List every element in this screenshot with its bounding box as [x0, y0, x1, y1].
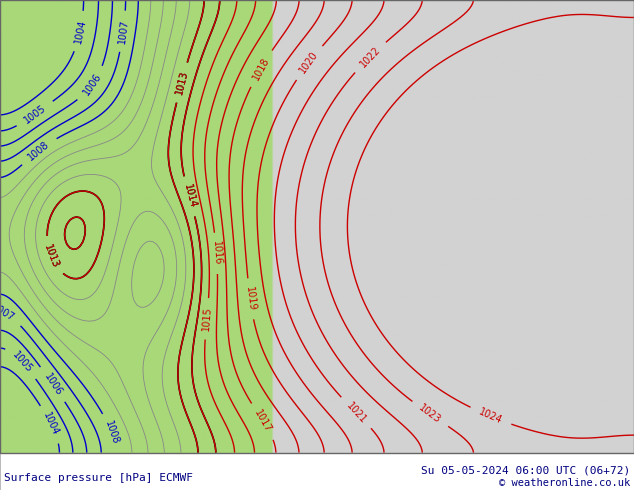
Text: 1004: 1004	[73, 18, 87, 44]
Text: 1008: 1008	[26, 139, 51, 163]
Text: 1007: 1007	[117, 19, 129, 44]
Text: 1007: 1007	[0, 302, 16, 324]
Text: 1005: 1005	[22, 102, 48, 125]
Polygon shape	[0, 0, 320, 453]
Text: 1005: 1005	[10, 350, 34, 375]
Text: 1019: 1019	[243, 286, 257, 312]
Text: Su 05-05-2024 06:00 UTC (06+72): Su 05-05-2024 06:00 UTC (06+72)	[421, 466, 630, 475]
Text: 1008: 1008	[103, 419, 120, 446]
Text: 1013: 1013	[174, 70, 190, 96]
Text: 1013: 1013	[174, 70, 190, 96]
Text: 1023: 1023	[417, 403, 443, 425]
Text: 1004: 1004	[41, 411, 61, 437]
Text: Surface pressure [hPa] ECMWF: Surface pressure [hPa] ECMWF	[4, 473, 193, 483]
Text: 1013: 1013	[42, 243, 60, 270]
Text: 1024: 1024	[477, 407, 504, 426]
Polygon shape	[320, 0, 634, 453]
Text: 1006: 1006	[42, 371, 64, 397]
Text: 1021: 1021	[344, 400, 368, 425]
Text: 1014: 1014	[181, 183, 197, 210]
Text: 1015: 1015	[201, 306, 213, 332]
Text: 1017: 1017	[253, 408, 273, 435]
Text: 1020: 1020	[298, 49, 320, 75]
Text: 1016: 1016	[210, 241, 223, 266]
Text: 1006: 1006	[81, 72, 103, 98]
Text: 1013: 1013	[42, 243, 60, 270]
Bar	[0, 453, 634, 490]
Text: 1014: 1014	[181, 183, 197, 210]
Text: 1022: 1022	[358, 45, 382, 70]
Text: 1018: 1018	[250, 55, 271, 81]
Text: © weatheronline.co.uk: © weatheronline.co.uk	[499, 478, 630, 488]
